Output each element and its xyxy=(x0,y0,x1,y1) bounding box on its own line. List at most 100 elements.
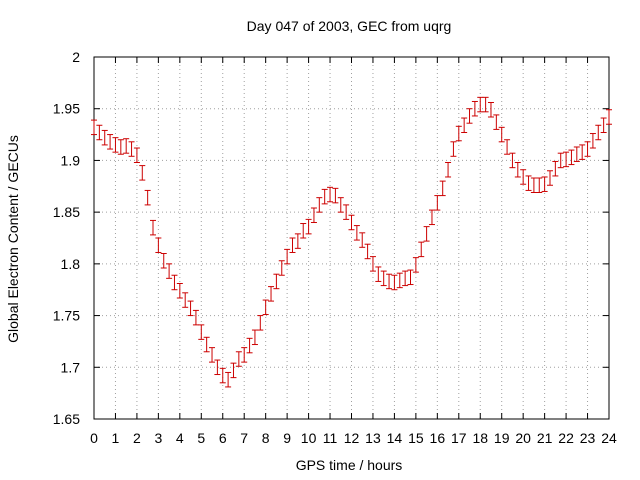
x-tick-label: 22 xyxy=(558,430,574,446)
data-point xyxy=(606,109,612,125)
data-point xyxy=(294,233,301,249)
data-point xyxy=(219,367,226,384)
data-point xyxy=(128,141,135,157)
data-point xyxy=(514,161,521,178)
data-point xyxy=(466,108,473,124)
data-point xyxy=(203,336,210,353)
data-point xyxy=(150,219,157,236)
data-point xyxy=(359,232,366,248)
data-point xyxy=(166,263,173,279)
x-tick-label: 16 xyxy=(430,430,446,446)
data-point xyxy=(101,129,108,146)
x-tick-label: 2 xyxy=(133,430,141,446)
x-tick-label: 6 xyxy=(219,430,227,446)
data-point xyxy=(160,253,167,269)
x-tick-label: 11 xyxy=(323,430,338,446)
data-point xyxy=(568,149,575,166)
data-point xyxy=(289,237,296,253)
data-point xyxy=(493,114,500,130)
data-point xyxy=(573,146,580,162)
data-point xyxy=(498,126,505,143)
data-point xyxy=(262,299,269,316)
data-point xyxy=(557,152,564,169)
x-tick-label: 8 xyxy=(262,430,270,446)
data-point xyxy=(321,188,328,205)
data-point xyxy=(504,139,511,155)
data-point xyxy=(530,177,537,193)
data-point xyxy=(171,274,178,291)
data-point xyxy=(353,225,360,241)
data-point xyxy=(525,175,532,191)
y-axis-label: Global Electron Content / GECUs xyxy=(5,135,21,343)
data-point xyxy=(391,274,398,291)
data-point xyxy=(91,119,97,136)
y-tick-label: 1.75 xyxy=(53,308,80,324)
x-tick-label: 9 xyxy=(283,430,291,446)
data-point xyxy=(407,269,414,286)
data-point xyxy=(482,96,489,113)
x-tick-label: 24 xyxy=(601,430,617,446)
data-point xyxy=(214,359,221,376)
data-point xyxy=(563,151,570,168)
plot-frame xyxy=(93,56,610,420)
data-point xyxy=(176,283,183,299)
x-tick-label: 1 xyxy=(112,430,120,446)
x-tick-label: 15 xyxy=(408,430,424,446)
data-point xyxy=(386,273,393,290)
data-point xyxy=(96,124,103,141)
data-point xyxy=(278,260,285,276)
x-tick-label: 20 xyxy=(515,430,531,446)
y-tick-label: 1.7 xyxy=(61,359,81,375)
data-point xyxy=(117,139,124,155)
data-point xyxy=(187,300,194,317)
data-point xyxy=(546,170,553,186)
data-point xyxy=(461,117,468,134)
data-point xyxy=(337,197,344,213)
x-tick-label: 21 xyxy=(537,430,553,446)
data-point xyxy=(198,324,205,340)
data-point xyxy=(107,134,114,150)
x-tick-label: 23 xyxy=(580,430,596,446)
grid-lines xyxy=(94,57,609,419)
data-point xyxy=(402,270,409,287)
data-point xyxy=(133,147,140,163)
data-point xyxy=(455,125,462,142)
data-point xyxy=(589,133,596,149)
data-point xyxy=(235,351,242,367)
x-tick-label: 19 xyxy=(494,430,510,446)
data-point xyxy=(380,270,387,287)
data-point xyxy=(251,329,258,346)
x-tick-label: 17 xyxy=(451,430,467,446)
data-point xyxy=(579,144,586,160)
data-point xyxy=(541,176,548,192)
x-tick-label: 13 xyxy=(365,430,381,446)
x-tick-label: 12 xyxy=(344,430,360,446)
y-tick-label: 1.85 xyxy=(53,204,80,220)
x-axis-label: GPS time / hours xyxy=(296,457,403,473)
x-tick-label: 4 xyxy=(176,430,184,446)
x-tick-label: 18 xyxy=(472,430,488,446)
y-tick-label: 1.9 xyxy=(61,152,81,168)
y-tick-label: 1.95 xyxy=(53,101,80,117)
data-point xyxy=(487,102,494,118)
data-point xyxy=(450,141,457,157)
error-bar-series xyxy=(91,96,612,388)
data-point xyxy=(552,160,559,177)
data-point xyxy=(343,204,350,220)
data-point xyxy=(375,266,382,282)
data-point xyxy=(327,186,334,203)
chart-title: Day 047 of 2003, GEC from uqrg xyxy=(247,18,452,34)
data-point xyxy=(112,137,119,153)
data-point xyxy=(144,189,151,206)
y-tick-label: 2 xyxy=(72,49,80,65)
y-tick-label: 1.65 xyxy=(53,411,80,427)
x-tick-label: 0 xyxy=(90,430,98,446)
data-point xyxy=(241,347,248,363)
data-point xyxy=(520,169,527,185)
x-tick-label: 14 xyxy=(387,430,403,446)
data-point xyxy=(423,226,430,242)
data-point xyxy=(439,180,446,197)
data-point xyxy=(595,124,602,141)
data-point xyxy=(310,207,317,223)
